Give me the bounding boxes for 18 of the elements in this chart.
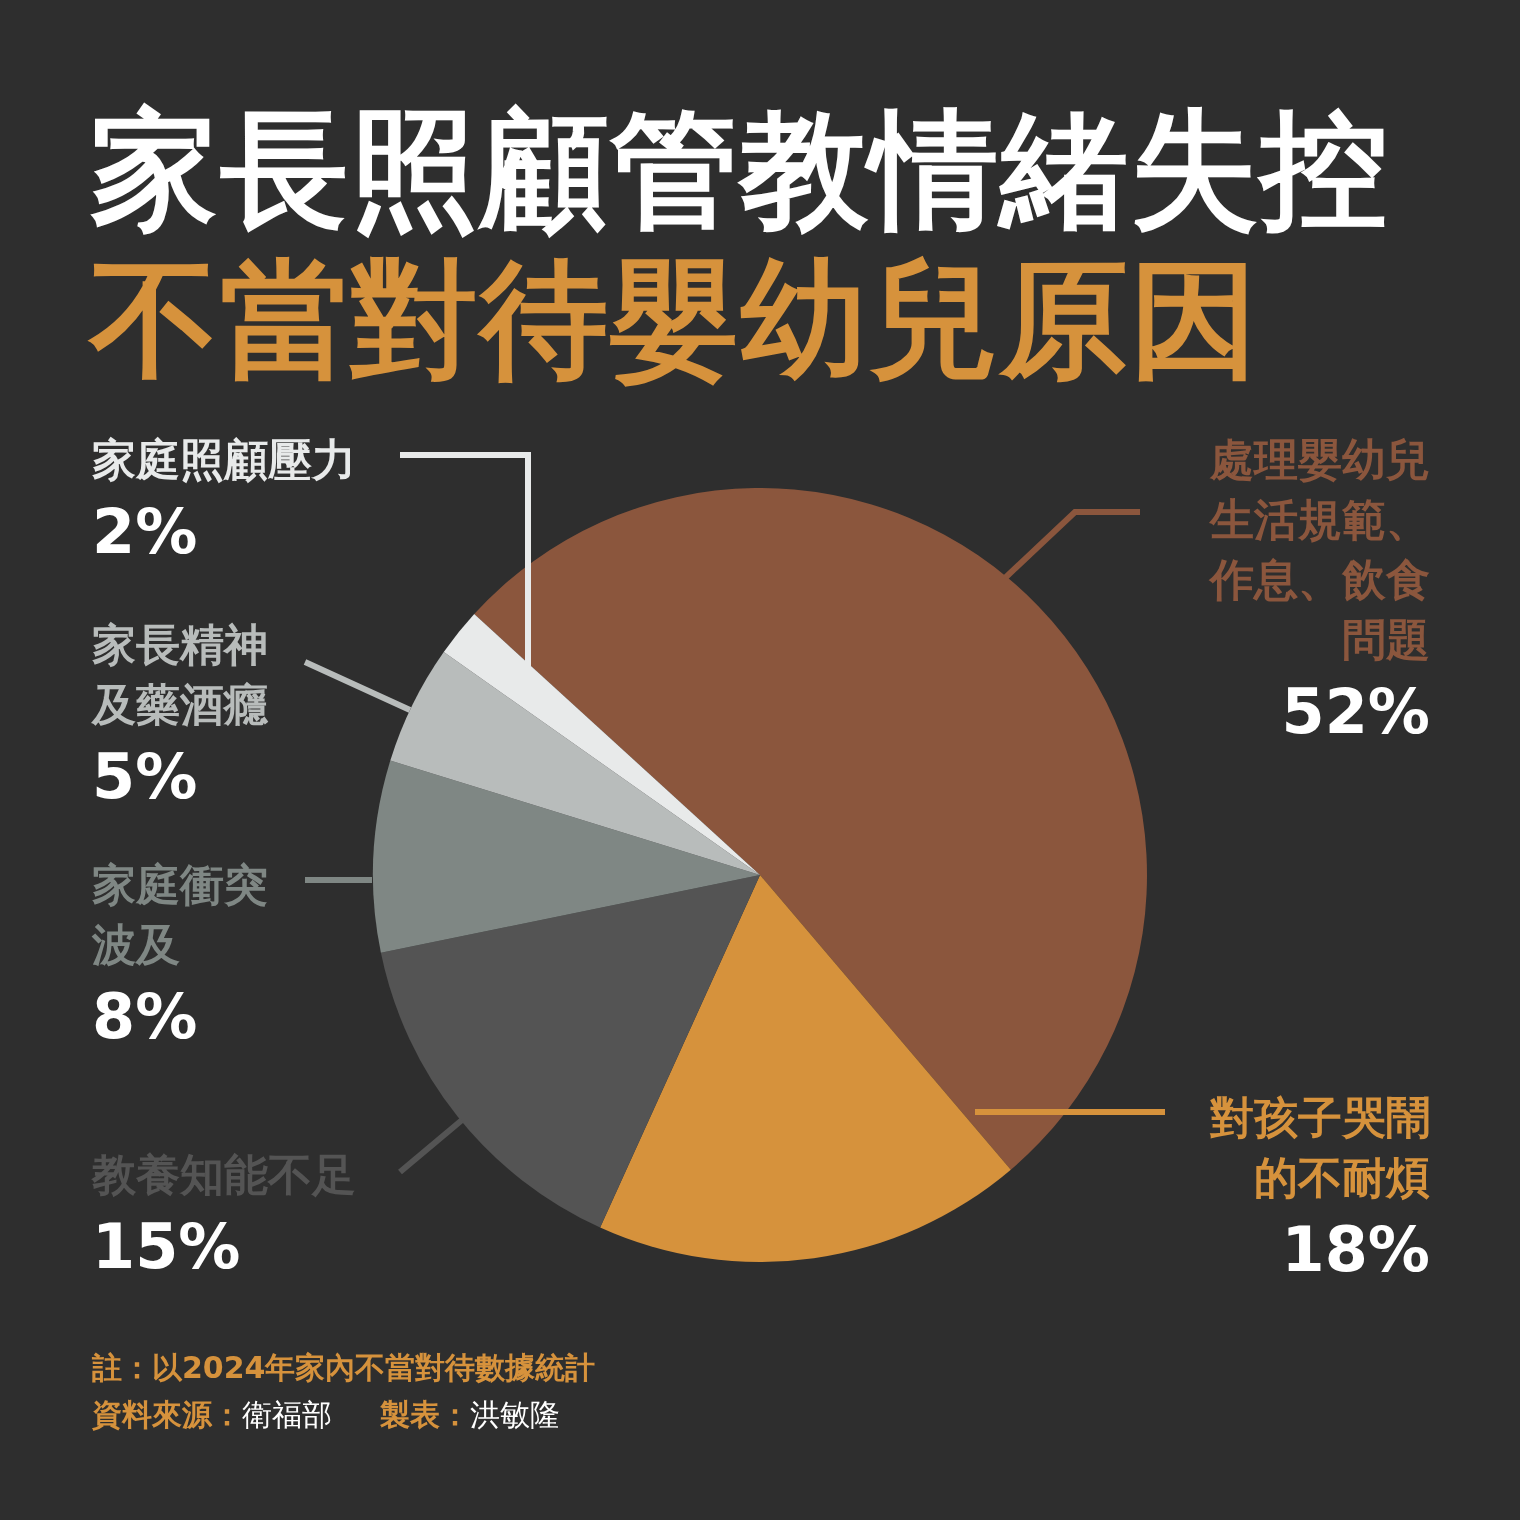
slice-label: 家長精神及藥酒癮: [92, 618, 269, 732]
data-label: 2%: [92, 494, 199, 570]
pie-slice: [380, 875, 760, 1228]
legend-label: 處理嬰幼兒生活規範、作息、飲食問題: [1208, 433, 1430, 667]
data-label: 52%: [1280, 674, 1430, 750]
slice-label: 對孩子哭鬧的不耐煩: [1209, 1091, 1430, 1205]
data-label: 5%: [92, 739, 199, 815]
source-note: 資料來源：衛福部: [92, 1397, 332, 1432]
pie-slice: [474, 488, 1147, 1170]
slice-label: 家庭衝突波及: [92, 858, 269, 972]
pie-slice: [600, 875, 1011, 1262]
data-label: 15%: [92, 1209, 242, 1285]
text: 製表：洪敏隆: [380, 1397, 560, 1432]
data-label: 18%: [1280, 1212, 1430, 1288]
data-label: 8%: [92, 979, 199, 1055]
text: 註：以2024年家內不當對待數據統計: [92, 1349, 596, 1387]
chart-title: 家長照顧管教情緒失控: [90, 95, 1390, 244]
slice-label: 家庭照顧壓力: [92, 433, 357, 487]
